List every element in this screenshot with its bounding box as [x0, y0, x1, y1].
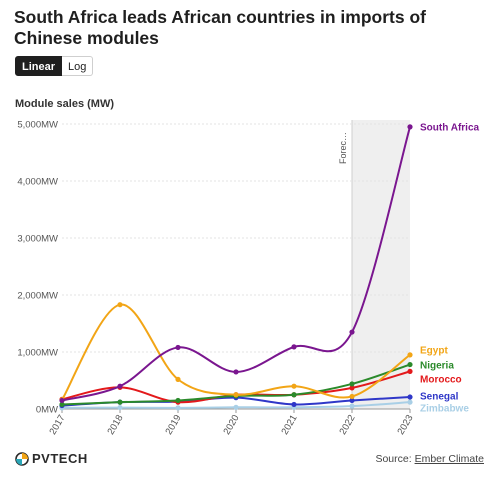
data-point-zimbabwe — [407, 399, 413, 405]
series-label-morocco: Morocco — [420, 375, 462, 386]
data-point-south-africa — [291, 344, 297, 350]
data-point-zimbabwe — [175, 405, 181, 411]
data-point-zimbabwe — [117, 404, 123, 411]
y-tick-label: 5,000MW — [17, 120, 58, 131]
x-tick-label: 2022 — [338, 413, 358, 437]
data-point-nigeria — [59, 401, 65, 408]
y-tick-label: 0MW — [36, 405, 58, 416]
series-label-zimbabwe: Zimbabwe — [420, 404, 469, 415]
data-point-morocco — [407, 368, 413, 374]
y-tick-label: 3,000MW — [17, 234, 58, 245]
y-tick-label: 4,000MW — [17, 177, 58, 188]
x-tick-label: 2020 — [222, 413, 242, 437]
data-point-nigeria — [291, 392, 297, 398]
log-button[interactable]: Log — [62, 56, 94, 76]
data-point-nigeria — [349, 381, 355, 387]
data-point-egypt — [175, 376, 181, 382]
x-tick-label: 2021 — [280, 413, 300, 437]
y-tick-label: 1,000MW — [17, 348, 58, 359]
pvtech-logo-icon — [15, 451, 29, 466]
pvtech-logo-text: PVTECH — [32, 451, 88, 466]
pvtech-logo: PVTECH — [15, 451, 88, 466]
source-note: Source: Ember Climate — [375, 453, 484, 465]
data-point-south-africa — [59, 397, 65, 404]
data-point-nigeria — [175, 397, 181, 404]
data-point-senegal — [407, 394, 413, 400]
series-label-nigeria: Nigeria — [420, 361, 454, 372]
data-point-south-africa — [349, 329, 355, 335]
data-point-zimbabwe — [233, 404, 239, 410]
data-point-morocco — [349, 385, 355, 391]
series-label-south-africa: South Africa — [420, 123, 480, 134]
data-point-egypt — [349, 393, 355, 400]
data-point-egypt — [233, 392, 239, 398]
data-point-egypt — [291, 383, 297, 389]
source-prefix: Source: — [375, 453, 415, 465]
x-tick-label: 2019 — [164, 413, 184, 437]
data-point-senegal — [349, 397, 355, 404]
series-label-senegal: Senegal — [420, 392, 459, 403]
series-line-south-africa — [61, 126, 411, 402]
data-point-south-africa — [407, 124, 413, 130]
linear-button[interactable]: Linear — [15, 56, 63, 76]
data-point-south-africa — [175, 344, 181, 351]
data-point-south-africa — [117, 383, 123, 389]
data-point-senegal — [291, 401, 297, 408]
x-tick-label: 2023 — [396, 413, 416, 437]
series-label-egypt: Egypt — [420, 346, 448, 357]
x-tick-label: 2017 — [48, 413, 68, 437]
data-point-south-africa — [233, 369, 239, 375]
data-point-nigeria — [407, 361, 413, 368]
data-point-nigeria — [117, 399, 123, 405]
scale-toggle: Linear Log — [15, 56, 94, 76]
data-point-egypt — [117, 302, 123, 308]
x-tick-label: 2018 — [106, 413, 126, 437]
forecast-label: Forec… — [338, 132, 348, 164]
y-axis-label: Module sales (MW) — [15, 98, 115, 110]
data-point-egypt — [407, 352, 413, 358]
chart-title: South Africa leads African countries in … — [14, 7, 426, 48]
data-point-zimbabwe — [349, 403, 355, 409]
source-link[interactable]: Ember Climate — [414, 453, 484, 465]
y-tick-label: 2,000MW — [17, 291, 58, 302]
